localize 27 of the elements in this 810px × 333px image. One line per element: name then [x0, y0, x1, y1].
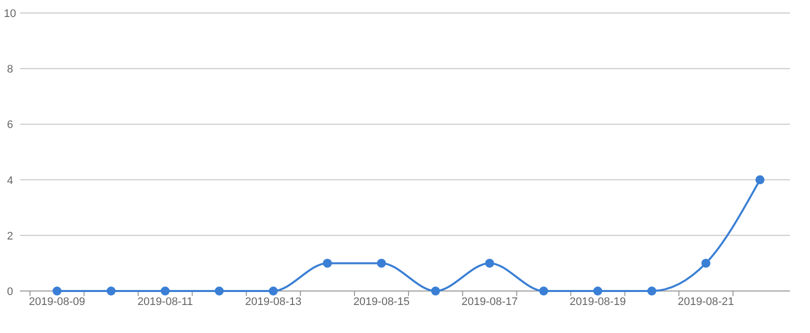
point	[376, 258, 386, 268]
y-tick-label: 8	[6, 64, 14, 76]
y-tick-label: 2	[6, 230, 14, 242]
x-tick-label: 2019-08-21	[678, 296, 734, 308]
y-tick-label: 4	[6, 174, 14, 187]
point	[593, 286, 602, 296]
point	[485, 258, 494, 268]
x-tick-label: 2019-08-09	[28, 296, 86, 308]
point	[52, 286, 62, 296]
point	[647, 286, 656, 296]
point	[539, 286, 548, 296]
point	[322, 258, 332, 268]
point	[431, 286, 440, 296]
x-tick-label: 2019-08-15	[353, 296, 410, 308]
x-tick-label: 2019-08-19	[570, 296, 626, 308]
y-tick-label: 0	[6, 286, 14, 298]
point	[268, 286, 278, 296]
point	[106, 286, 116, 296]
point	[701, 258, 710, 268]
point	[214, 286, 224, 296]
x-tick-label: 2019-08-17	[461, 296, 518, 308]
point	[755, 175, 764, 184]
y-tick-label: 6	[6, 119, 14, 132]
y-tick-label: 10	[4, 8, 16, 20]
x-tick-label: 2019-08-11	[137, 296, 193, 308]
x-tick-label: 2019-08-13	[245, 296, 302, 308]
point	[160, 286, 170, 296]
